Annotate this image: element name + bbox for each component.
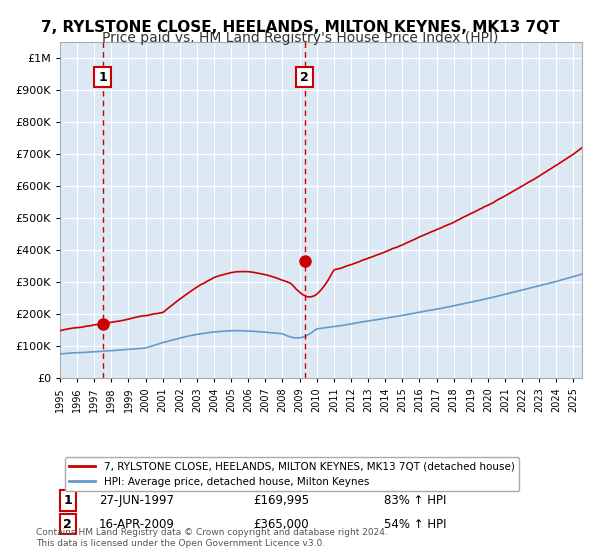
Legend: 7, RYLSTONE CLOSE, HEELANDS, MILTON KEYNES, MK13 7QT (detached house), HPI: Aver: 7, RYLSTONE CLOSE, HEELANDS, MILTON KEYN… [65,457,519,491]
Text: £365,000: £365,000 [253,517,309,531]
Text: £169,995: £169,995 [253,494,309,507]
Text: 27-JUN-1997: 27-JUN-1997 [99,494,174,507]
Text: 54% ↑ HPI: 54% ↑ HPI [383,517,446,531]
Text: Price paid vs. HM Land Registry's House Price Index (HPI): Price paid vs. HM Land Registry's House … [102,31,498,45]
Text: 1: 1 [98,71,107,83]
Text: 7, RYLSTONE CLOSE, HEELANDS, MILTON KEYNES, MK13 7QT: 7, RYLSTONE CLOSE, HEELANDS, MILTON KEYN… [41,20,559,35]
Text: 2: 2 [64,517,72,531]
Text: Contains HM Land Registry data © Crown copyright and database right 2024.
This d: Contains HM Land Registry data © Crown c… [36,528,388,548]
Text: 83% ↑ HPI: 83% ↑ HPI [383,494,446,507]
Text: 2: 2 [300,71,309,83]
Text: 1: 1 [64,494,72,507]
Text: 16-APR-2009: 16-APR-2009 [99,517,175,531]
